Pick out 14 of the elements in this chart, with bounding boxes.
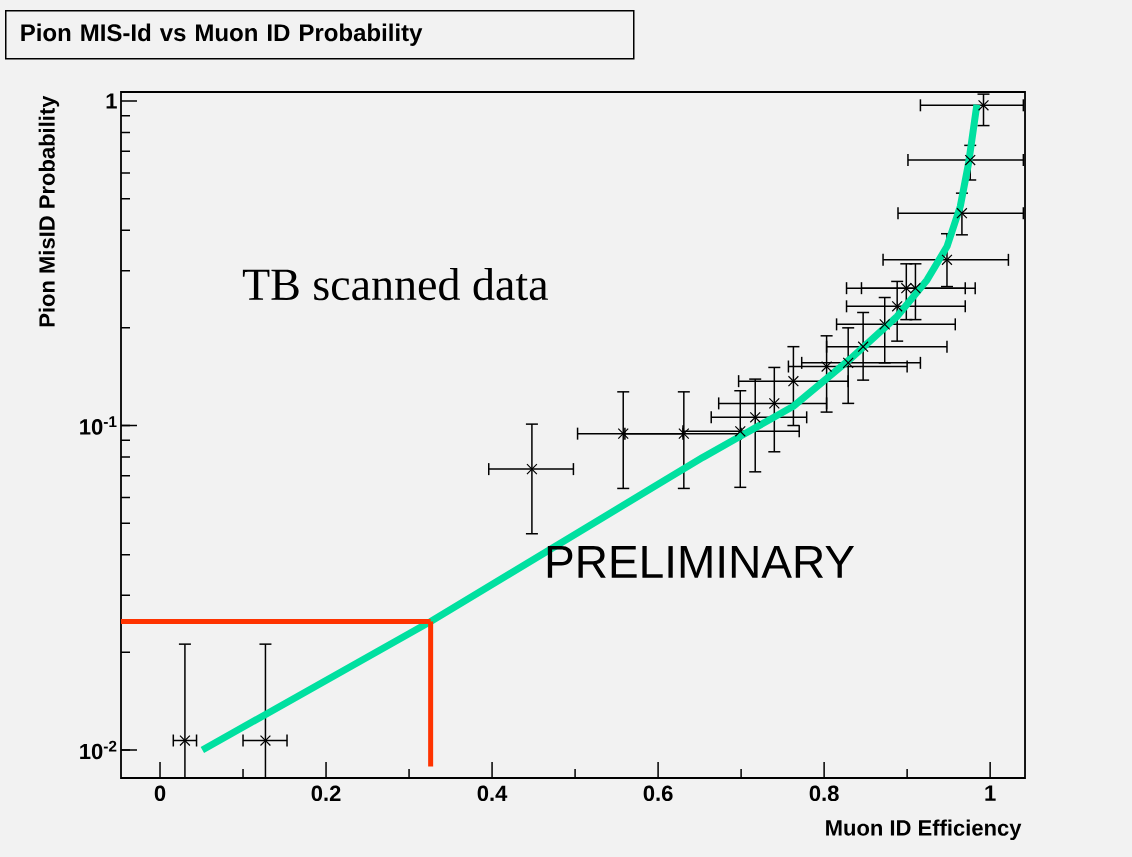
y-tick-label: 1 (106, 93, 117, 109)
x-tick-label: 1 (985, 785, 996, 801)
y-axis-title: Pion MisID Probability (38, 95, 60, 327)
y-tick-label: 10$^{-1}$ (80, 416, 117, 435)
x-tick-label: 0.8 (809, 785, 839, 802)
y-tick-label: 10$^{-2}$ (80, 740, 117, 760)
annotation: TB scanned data (242, 267, 548, 301)
x-tick-label: 0.6 (643, 785, 673, 802)
x-axis-title: Muon ID Efficiency (826, 819, 1022, 841)
x-tick-label: 0 (154, 785, 166, 802)
x-tick-label: 0.2 (311, 785, 341, 802)
annotation: PRELIMINARY (547, 546, 855, 578)
chart-title: Pion MIS-Id vs Muon ID Probability (21, 23, 423, 46)
x-tick-label: 0.4 (477, 785, 508, 802)
